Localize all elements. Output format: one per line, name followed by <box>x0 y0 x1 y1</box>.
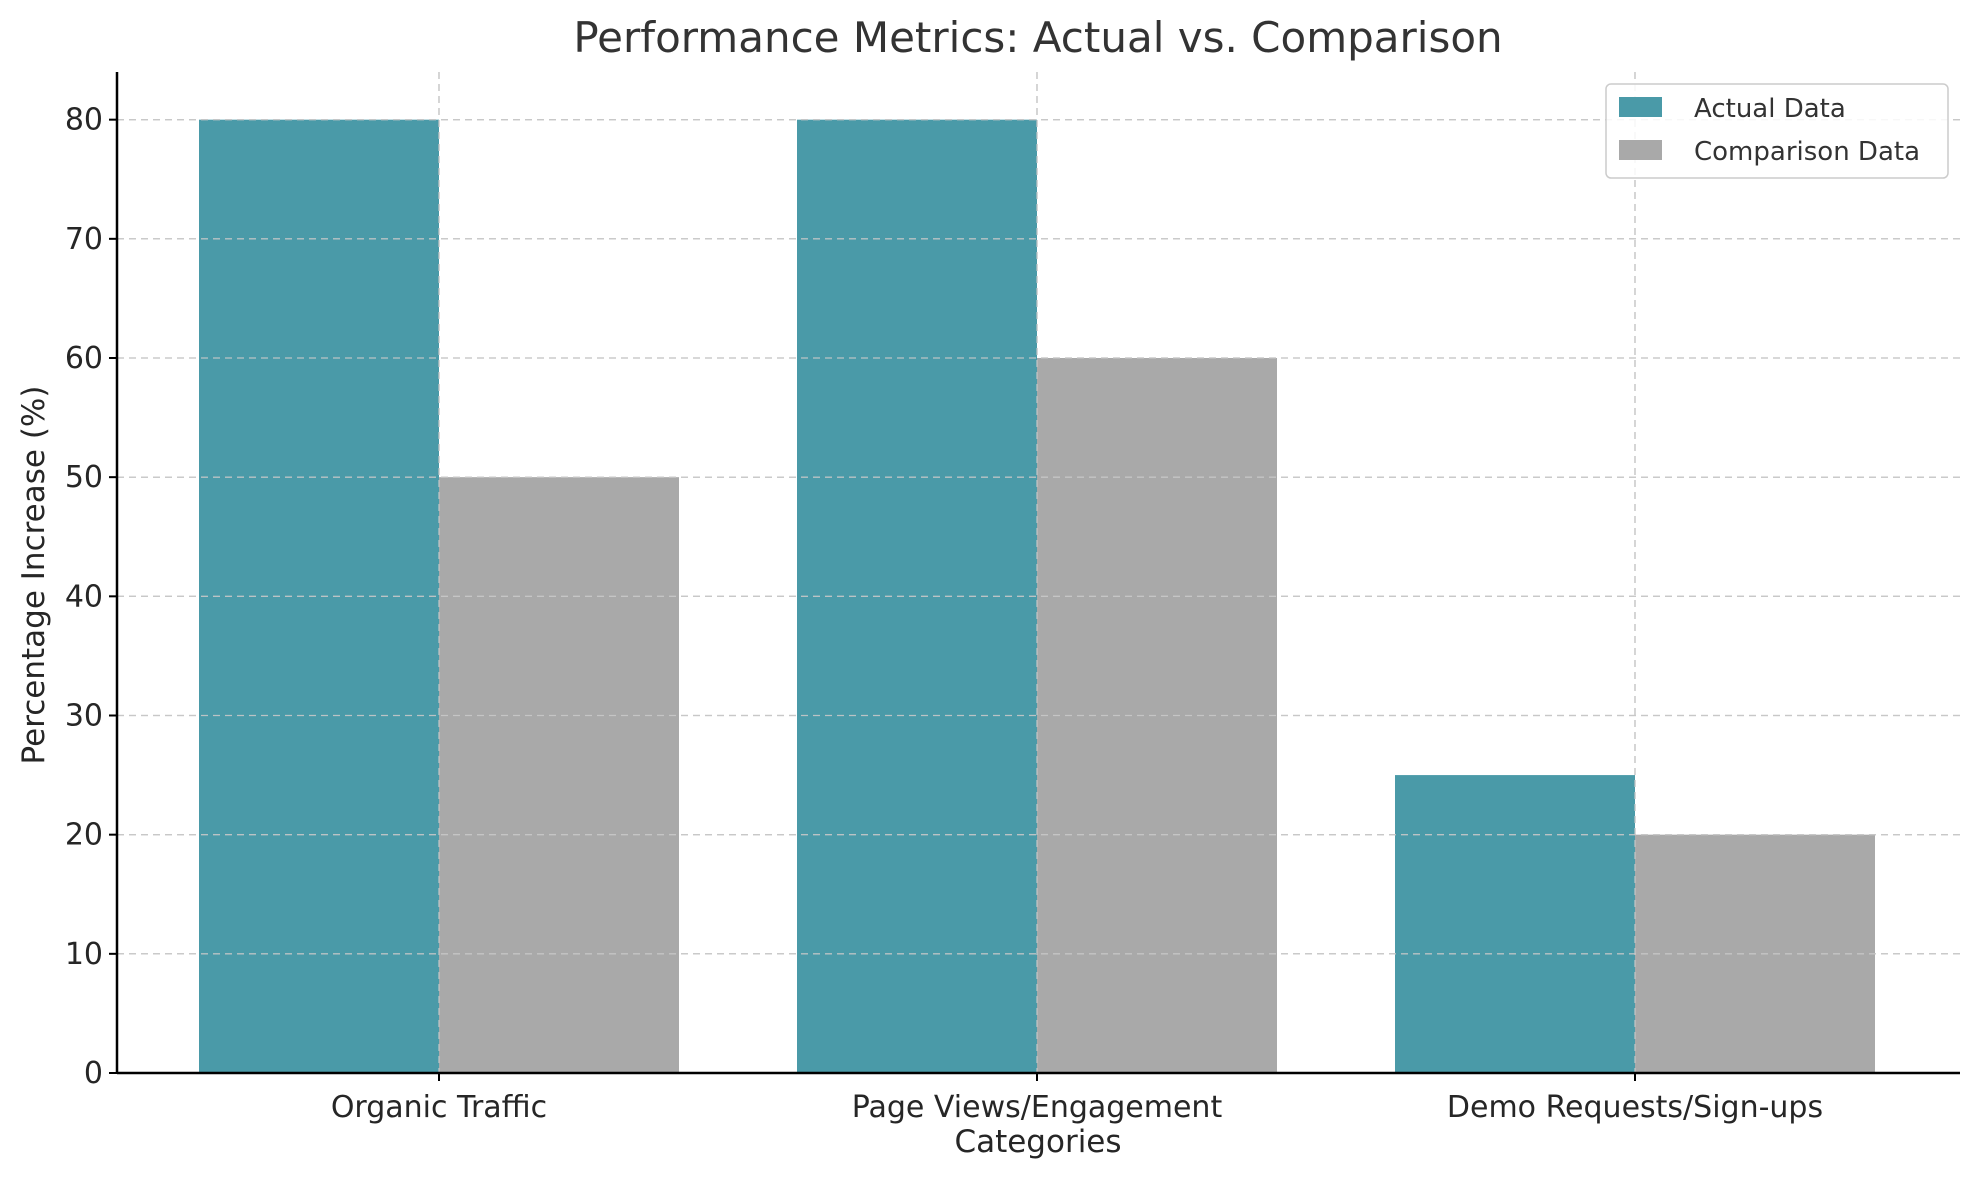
y-tick-label: 70 <box>65 222 103 257</box>
x-ticks: Organic Traffic Page Views/Engagement Demo… <box>331 1073 1823 1125</box>
y-tick-label: 40 <box>65 579 103 614</box>
bar-actual-2 <box>1395 775 1635 1073</box>
legend-label-comparison: Comparison Data <box>1694 137 1920 167</box>
y-tick-label: 30 <box>65 699 103 734</box>
y-tick-label: 0 <box>84 1056 103 1091</box>
y-tick-label: 20 <box>65 818 103 853</box>
x-axis-label: Categories <box>954 1124 1121 1160</box>
bar-comparison-1 <box>1037 358 1277 1073</box>
y-ticks: 0 10 20 30 40 50 60 70 80 <box>65 103 117 1091</box>
legend-box <box>1605 83 1949 179</box>
x-tick-label: Demo Requests/Sign-ups <box>1447 1090 1823 1125</box>
bar-actual-0 <box>199 119 439 1073</box>
y-tick-label: 10 <box>65 937 103 972</box>
grid-overlay <box>117 72 1960 1073</box>
y-tick-label: 60 <box>65 341 103 376</box>
x-tick-label: Organic Traffic <box>331 1090 547 1125</box>
legend-label-actual: Actual Data <box>1694 94 1846 124</box>
y-tick-label: 80 <box>65 103 103 138</box>
bar-actual-1 <box>797 119 1037 1073</box>
y-tick-label: 50 <box>65 460 103 495</box>
y-axis-label: Percentage Increase (%) <box>16 386 52 765</box>
x-tick-label: Page Views/Engagement <box>852 1090 1223 1125</box>
legend-swatch-comparison <box>1619 140 1662 160</box>
chart-title: Performance Metrics: Actual vs. Comparis… <box>573 13 1502 62</box>
bar-comparison-0 <box>439 477 679 1074</box>
legend-swatch-actual <box>1619 97 1662 117</box>
legend: Actual Data Comparison Data <box>1605 83 1949 179</box>
